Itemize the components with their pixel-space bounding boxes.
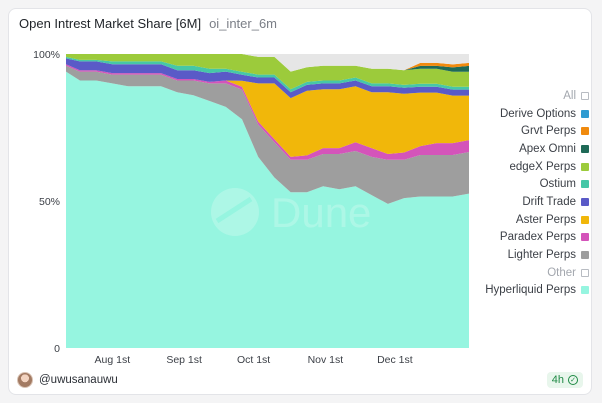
area-lighter-perps[interactable] — [66, 65, 469, 204]
stacked-area-chart: Dune 0 50% 100% Aug 1st Sep 1st Oct 1st Nov 1… — [33, 49, 469, 366]
legend-swatch — [581, 197, 589, 206]
legend-swatch — [581, 162, 589, 171]
dune-watermark-text: Dune — [271, 189, 371, 236]
legend-swatch — [581, 286, 589, 295]
legend-label: Hyperliquid Perps — [485, 284, 576, 297]
legend-swatch — [581, 180, 589, 189]
legend-label: Paradex Perps — [499, 231, 576, 244]
legend-label: All — [563, 89, 576, 102]
query-name[interactable]: oi_inter_6m — [209, 16, 278, 31]
legend-swatch — [581, 251, 589, 260]
x-tick-label: Nov 1st — [308, 354, 344, 366]
dune-watermark: Dune — [211, 188, 371, 236]
author-name: @uwusanauwu — [39, 374, 118, 386]
y-tick-label: 50% — [39, 196, 60, 208]
legend-swatch — [581, 91, 589, 100]
legend-item-ostium[interactable]: Ostium — [471, 175, 589, 193]
legend-label: Aster Perps — [515, 213, 576, 226]
legend-swatch — [581, 109, 589, 118]
chart-title: Open Intrest Market Share [6M] — [19, 16, 202, 31]
legend-swatch — [581, 215, 589, 224]
author-link[interactable]: @uwusanauwu — [17, 372, 118, 388]
legend-label: Other — [547, 266, 576, 279]
legend-item-hyperliquid-perps[interactable]: Hyperliquid Perps — [471, 282, 589, 300]
legend-item-edgex-perps[interactable]: edgeX Perps — [471, 158, 589, 176]
area-drift-trade[interactable] — [66, 58, 469, 99]
legend-item-other[interactable]: Other — [471, 264, 589, 282]
x-tick-label: Dec 1st — [377, 354, 413, 366]
x-tick-label: Sep 1st — [166, 354, 202, 366]
refresh-age: 4h — [551, 374, 564, 386]
area-series-group — [66, 54, 469, 348]
legend-item-drift-trade[interactable]: Drift Trade — [471, 193, 589, 211]
area-edgex-perps[interactable] — [66, 54, 469, 90]
legend-label: edgeX Perps — [509, 160, 577, 173]
y-tick-label: 0 — [54, 343, 60, 355]
legend-item-apex-omni[interactable]: Apex Omni — [471, 140, 589, 158]
x-tick-label: Aug 1st — [95, 354, 131, 366]
legend-label: Drift Trade — [522, 195, 576, 208]
dune-logo-mark — [211, 188, 259, 236]
chart-legend: All Derive Options Grvt Perps Apex Omni edge… — [471, 87, 589, 299]
area-aster-perps[interactable] — [66, 64, 469, 157]
dune-logo-stripe — [215, 196, 253, 224]
refresh-status-badge[interactable]: 4h ✓ — [546, 372, 583, 388]
legend-item-lighter-perps[interactable]: Lighter Perps — [471, 246, 589, 264]
legend-item-all[interactable]: All — [471, 87, 589, 105]
legend-swatch — [581, 127, 589, 136]
legend-swatch — [581, 144, 589, 153]
legend-swatch — [581, 268, 589, 277]
chart-footer: @uwusanauwu 4h ✓ — [17, 370, 583, 390]
area-hyperliquid-perps[interactable] — [66, 71, 469, 348]
legend-label: Ostium — [539, 178, 576, 191]
legend-label: Apex Omni — [519, 142, 576, 155]
area-other[interactable] — [66, 54, 469, 72]
chart-card: Open Intrest Market Share [6M] oi_inter_… — [8, 8, 592, 395]
area-paradex-perps[interactable] — [66, 64, 469, 160]
legend-item-aster-perps[interactable]: Aster Perps — [471, 211, 589, 229]
legend-label: Grvt Perps — [521, 125, 576, 138]
check-circle-icon: ✓ — [568, 375, 578, 385]
x-tick-label: Oct 1st — [237, 354, 270, 366]
avatar — [17, 372, 33, 388]
legend-swatch — [581, 233, 589, 242]
legend-label: Lighter Perps — [507, 249, 576, 262]
y-axis: 0 50% 100% — [33, 49, 60, 355]
legend-label: Derive Options — [499, 107, 576, 120]
legend-item-derive-options[interactable]: Derive Options — [471, 105, 589, 123]
chart-header: Open Intrest Market Share [6M] oi_inter_… — [19, 16, 277, 38]
y-tick-label: 100% — [33, 49, 60, 61]
legend-item-grvt-perps[interactable]: Grvt Perps — [471, 122, 589, 140]
x-axis: Aug 1st Sep 1st Oct 1st Nov 1st Dec 1st — [95, 354, 413, 366]
legend-item-paradex-perps[interactable]: Paradex Perps — [471, 229, 589, 247]
area-ostium[interactable] — [66, 56, 469, 93]
